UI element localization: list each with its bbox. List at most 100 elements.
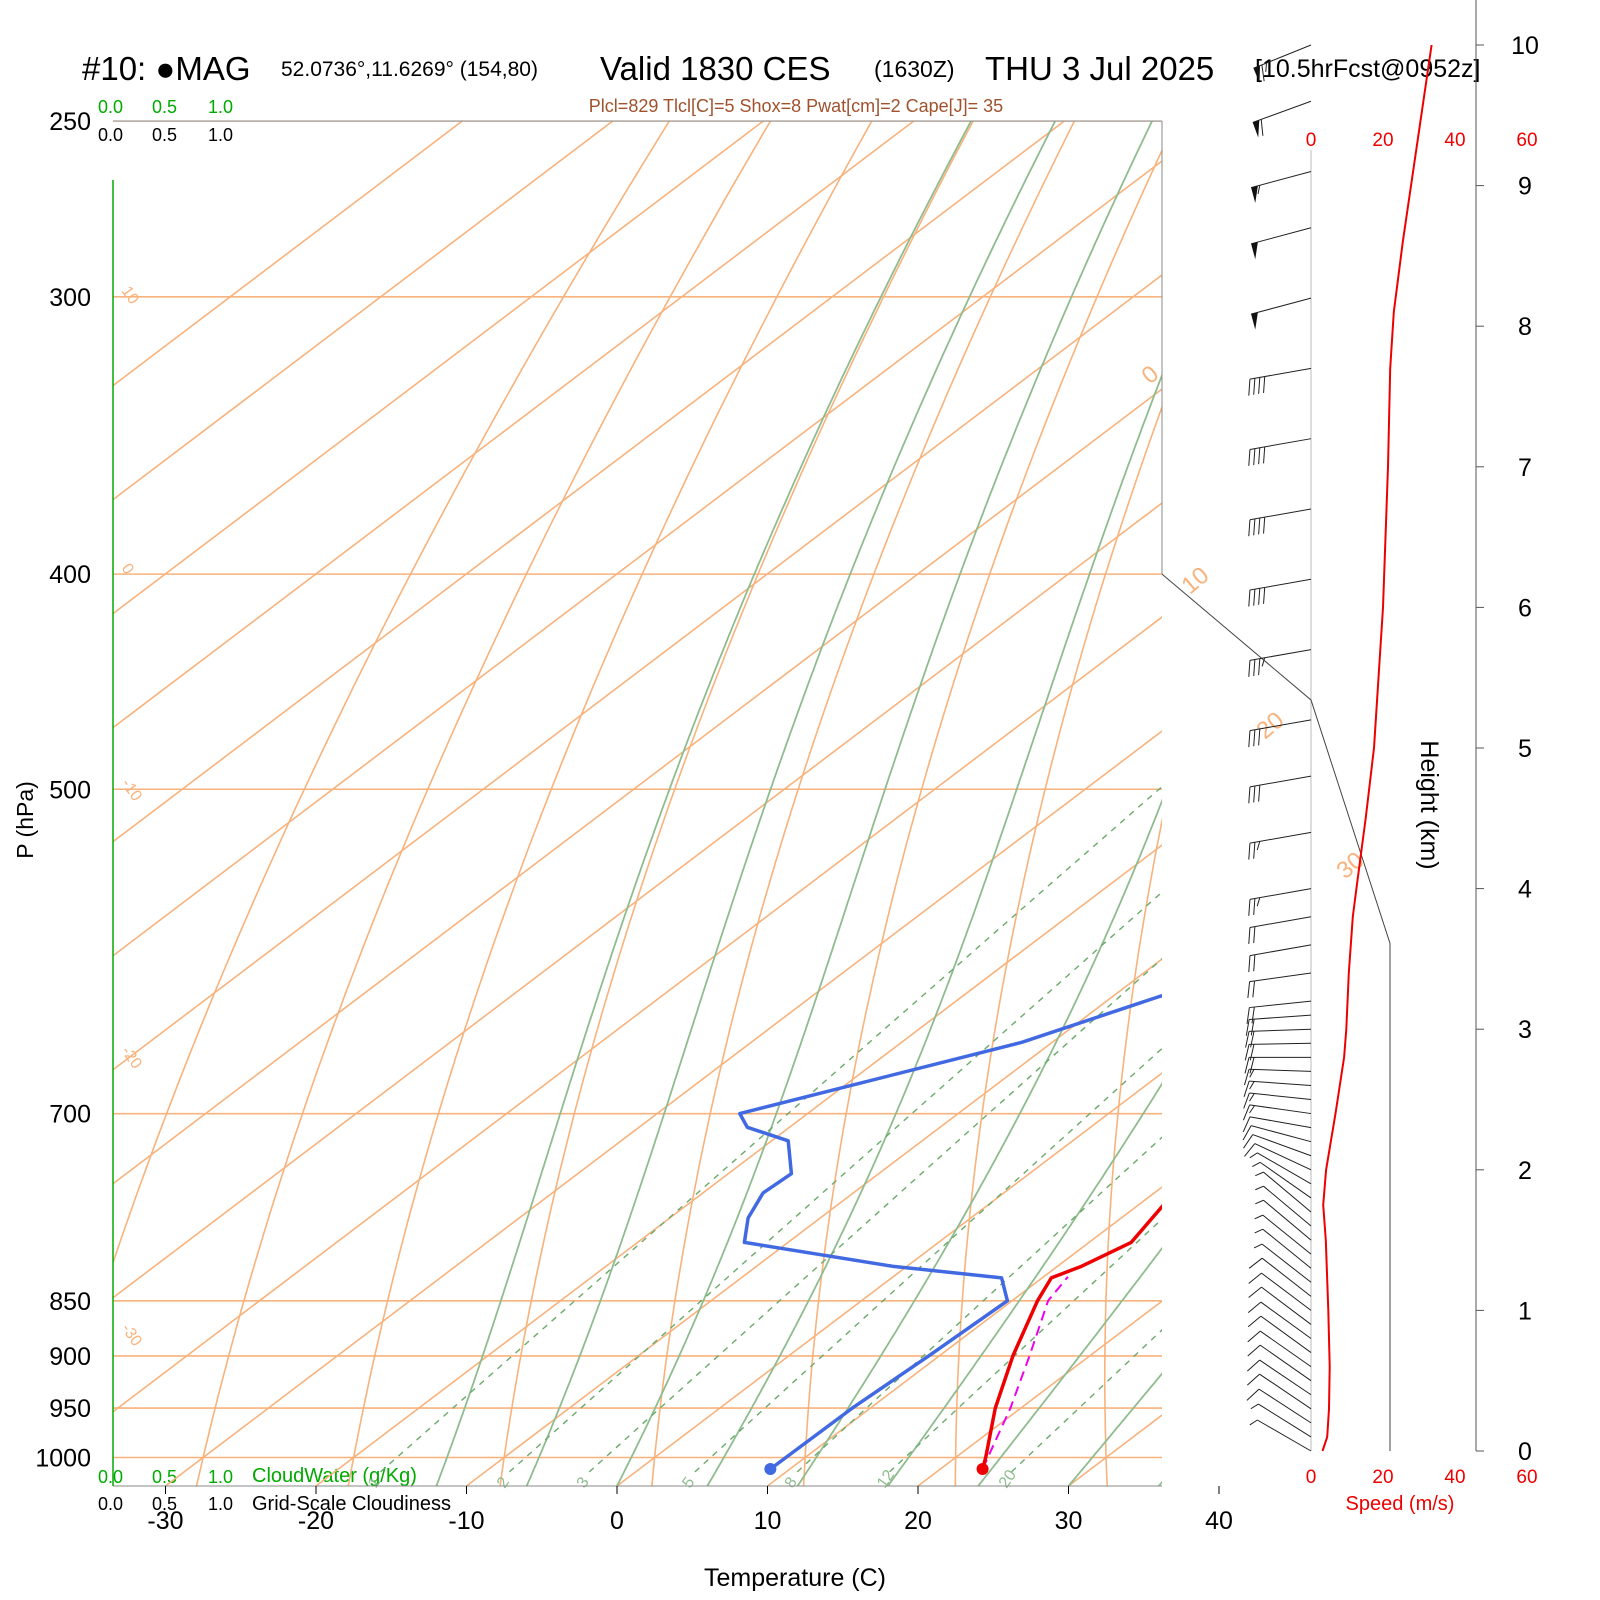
barb-feather xyxy=(1247,1344,1261,1357)
barb-feather xyxy=(1263,446,1266,464)
barb-feather xyxy=(1249,1093,1255,1102)
wind-barb xyxy=(1248,775,1312,804)
barb-staff xyxy=(1260,1315,1312,1353)
p-tick-label: 950 xyxy=(49,1395,91,1423)
barb-feather xyxy=(1263,587,1266,604)
wind-barb xyxy=(1247,1359,1312,1396)
x-tick-label: -20 xyxy=(298,1507,334,1535)
barb-feather xyxy=(1242,1104,1251,1121)
wind-barb xyxy=(1244,1143,1312,1171)
barb-feather xyxy=(1253,448,1256,466)
barb-feather xyxy=(1263,517,1266,534)
barb-feather xyxy=(1265,62,1267,72)
barb-pennant xyxy=(1252,120,1260,138)
barb-feather xyxy=(1249,1419,1258,1426)
speed-tick-bottom: 60 xyxy=(1516,1467,1537,1488)
cloud-top-green-0: 0.0 xyxy=(98,97,123,117)
cloud-top-black-2: 1.0 xyxy=(208,125,233,145)
isotherm-label: -10 xyxy=(118,776,145,805)
barb-staff xyxy=(1259,1359,1312,1396)
barb-feather xyxy=(1243,1080,1250,1097)
barb-feather xyxy=(1244,1069,1250,1086)
barb-feather xyxy=(1247,1330,1261,1343)
cloudwater-label: CloudWater (g/Kg) xyxy=(252,1465,417,1487)
p-tick-label: 900 xyxy=(49,1343,91,1371)
x-tick-label: 40 xyxy=(1205,1507,1233,1535)
barb-feather xyxy=(1253,926,1256,944)
height-tick-label: 4 xyxy=(1518,876,1532,904)
valid-time: Valid 1830 CES xyxy=(600,50,831,87)
wind-barb xyxy=(1252,100,1312,138)
dry-adiabat-20 xyxy=(954,404,1162,1486)
height-tick-label: 7 xyxy=(1518,454,1532,482)
cloudiness-label: Grid-Scale Cloudiness xyxy=(252,1493,451,1515)
dry-adiabat-label: 0 xyxy=(1137,360,1165,389)
barb-staff xyxy=(1249,972,1312,983)
x-tick-label: 20 xyxy=(904,1507,932,1535)
y-axis-label: P (hPa) xyxy=(12,781,38,859)
isotherm-20 xyxy=(917,1300,1162,1486)
isotherm--90 xyxy=(113,121,1065,843)
wind-barb xyxy=(1244,1056,1311,1074)
x-axis-label: Temperature (C) xyxy=(704,1564,886,1592)
barb-feather xyxy=(1248,899,1251,916)
barb-feather xyxy=(1245,1019,1250,1036)
barb-staff xyxy=(1249,719,1312,732)
wind-barb xyxy=(1245,1028,1312,1048)
dry-adiabat-label: 20 xyxy=(1252,707,1290,745)
barb-feather xyxy=(1256,841,1261,851)
height-tick-label: 5 xyxy=(1518,735,1532,763)
dry-adiabat--30 xyxy=(195,121,772,1486)
x-tick-label: 0 xyxy=(610,1507,624,1535)
barb-feather xyxy=(1248,1272,1262,1284)
wind-barb xyxy=(1247,1301,1312,1339)
barb-feather xyxy=(1245,1031,1250,1048)
barb-feather xyxy=(1257,185,1261,195)
wind-barb xyxy=(1247,972,1312,999)
barb-feather xyxy=(1261,657,1266,667)
barb-feather xyxy=(1248,590,1251,607)
wind-barb xyxy=(1248,944,1312,973)
barb-staff xyxy=(1249,508,1312,521)
wind-barb xyxy=(1253,1243,1312,1283)
barb-staff xyxy=(1250,1125,1312,1143)
barb-feather xyxy=(1255,1199,1264,1205)
wind-barb xyxy=(1243,1080,1312,1097)
wind-barb xyxy=(1247,1344,1312,1382)
dry-adiabat--40 xyxy=(113,121,670,1266)
barb-feather xyxy=(1248,786,1251,804)
barb-feather xyxy=(1249,1152,1258,1159)
temperature-line xyxy=(980,1203,1162,1470)
valid-utc: (1630Z) xyxy=(874,56,955,82)
wind-barb xyxy=(1248,888,1312,916)
dry-adiabat-10 xyxy=(802,148,1162,1486)
barb-feather xyxy=(1248,730,1251,748)
isotherm-40 xyxy=(1219,121,1600,1486)
wind-barb xyxy=(1250,171,1312,204)
barb-feather xyxy=(1256,897,1261,907)
isotherm--110 xyxy=(113,121,764,615)
barb-staff xyxy=(1257,1152,1312,1185)
cloud-bottom-green-1: 0.5 xyxy=(152,1467,177,1487)
wind-barb xyxy=(1244,1068,1312,1086)
barb-staff xyxy=(1249,1080,1312,1086)
height-tick-label: 2 xyxy=(1518,1157,1532,1185)
isotherm--120 xyxy=(113,121,614,501)
barb-staff xyxy=(1259,1161,1312,1199)
barb-staff xyxy=(1249,888,1312,900)
barb-staff xyxy=(1252,100,1312,123)
barb-feather xyxy=(1252,980,1256,998)
wind-barb xyxy=(1248,578,1312,607)
barb-feather xyxy=(1248,379,1251,396)
barb-feather xyxy=(1258,728,1261,746)
wind-barb xyxy=(1242,1116,1312,1133)
wind-barb xyxy=(1248,649,1312,677)
height-tick-label: 6 xyxy=(1518,594,1532,622)
barb-staff xyxy=(1262,1228,1312,1269)
barb-staff xyxy=(1261,1257,1312,1297)
p-tick-label: 1000 xyxy=(35,1445,91,1473)
isotherm--130 xyxy=(113,121,463,387)
barb-staff xyxy=(1262,1214,1312,1255)
wind-barb xyxy=(1248,831,1312,860)
